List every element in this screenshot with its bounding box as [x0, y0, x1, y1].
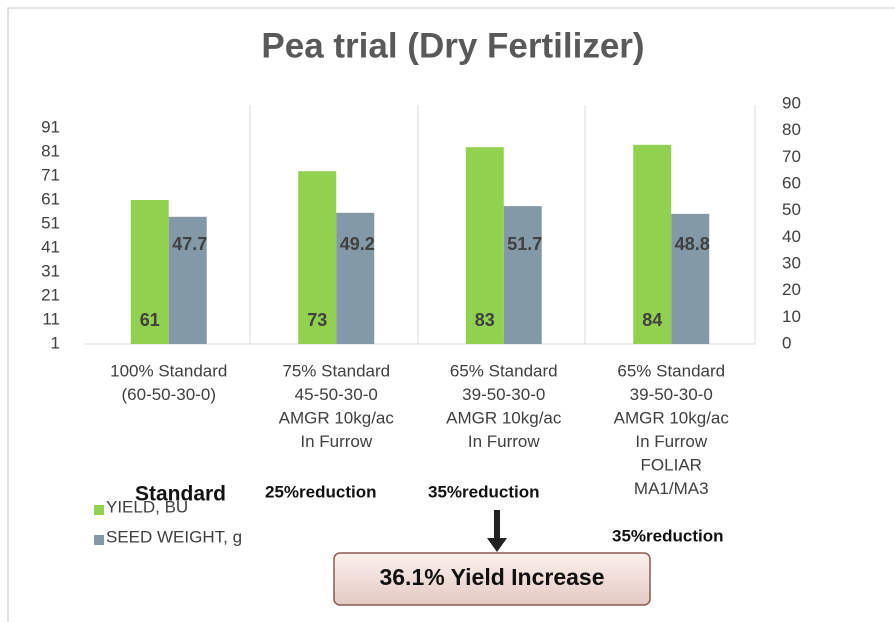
- bar: [336, 212, 375, 344]
- x-tick-label: 65% Standard: [617, 361, 725, 380]
- arrow-head: [487, 538, 507, 552]
- y2-tick-label: 90: [782, 93, 801, 112]
- bar: [298, 171, 337, 344]
- y2-tick-label: 0: [782, 333, 791, 352]
- annotation: 35%reduction: [428, 482, 539, 501]
- y2-tick-label: 70: [782, 147, 801, 166]
- frame: [7, 7, 895, 622]
- x-tick-label: In Furrow: [635, 432, 708, 451]
- y-tick-label: 31: [41, 261, 60, 280]
- data-label: 84: [642, 310, 662, 330]
- y-tick-label: 41: [41, 237, 60, 256]
- annotation: 35%reduction: [612, 526, 723, 545]
- x-tick-label: 75% Standard: [282, 361, 390, 380]
- y2-tick-label: 10: [782, 307, 801, 326]
- callout-box: [333, 552, 651, 606]
- y2-tick-label: 60: [782, 173, 801, 192]
- bar: [671, 213, 710, 344]
- data-label: 73: [307, 310, 327, 330]
- bar: [168, 216, 207, 344]
- y2-tick-label: 40: [782, 227, 801, 246]
- data-label: 49.2: [340, 234, 375, 254]
- bar: [465, 147, 504, 344]
- bar: [130, 200, 169, 344]
- x-tick-label: FOLIAR: [641, 455, 702, 474]
- x-tick-label: MA1/MA3: [634, 479, 709, 498]
- y2-tick-label: 20: [782, 280, 801, 299]
- annotation: 36.1% Yield Increase: [379, 564, 604, 590]
- y-tick-label: 21: [41, 285, 60, 304]
- data-label: 83: [475, 310, 495, 330]
- x-tick-label: AMGR 10kg/ac: [614, 408, 730, 427]
- y-tick-label: 81: [41, 141, 60, 160]
- y-tick-label: 11: [42, 309, 60, 328]
- x-tick-label: (60-50-30-0): [122, 385, 217, 404]
- annotation: Standard: [135, 483, 226, 506]
- y2-tick-label: 50: [782, 200, 801, 219]
- legend-swatch: [94, 505, 104, 515]
- data-label: 51.7: [507, 234, 542, 254]
- separators: [249, 105, 756, 344]
- y-tick-label: 51: [41, 213, 60, 232]
- legend-label: SEED WEIGHT, g: [106, 527, 242, 546]
- data-label: 48.8: [675, 234, 710, 254]
- data-label: 47.7: [172, 234, 207, 254]
- x-tick-label: 39-50-30-0: [462, 385, 545, 404]
- y2-tick-label: 80: [782, 120, 801, 139]
- chart-title: Pea trial (Dry Fertilizer): [261, 26, 644, 65]
- y-tick-label: 91: [41, 117, 60, 136]
- y-tick-label: 1: [51, 333, 60, 352]
- x-tick-label: 100% Standard: [110, 361, 227, 380]
- y-tick-label: 61: [41, 189, 60, 208]
- x-tick-label: 45-50-30-0: [295, 385, 378, 404]
- legend-label: YIELD, BU: [106, 497, 188, 516]
- x-tick-label: 65% Standard: [450, 361, 558, 380]
- bar: [633, 144, 672, 344]
- data-label: 61: [140, 310, 160, 330]
- legend-swatch: [94, 535, 104, 545]
- x-tick-label: In Furrow: [468, 432, 541, 451]
- bar: [503, 206, 542, 344]
- x-tick-label: 39-50-30-0: [630, 385, 713, 404]
- x-tick-label: AMGR 10kg/ac: [279, 408, 395, 427]
- y2-tick-label: 30: [782, 253, 801, 272]
- annotation: 25%reduction: [265, 482, 376, 501]
- x-tick-label: AMGR 10kg/ac: [446, 408, 562, 427]
- y-tick-label: 71: [41, 165, 60, 184]
- x-tick-label: In Furrow: [300, 432, 373, 451]
